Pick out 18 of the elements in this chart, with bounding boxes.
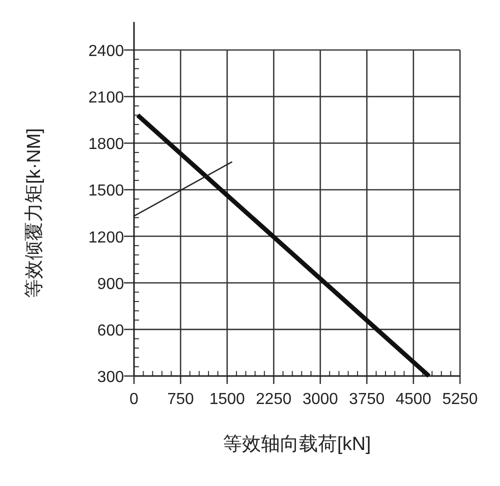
y-tick-label: 2100 [88, 90, 124, 107]
y-axis-title: 等效倾覆力矩[k·NM] [24, 128, 45, 298]
y-tick-label: 2400 [88, 43, 124, 60]
x-tick-label: 1500 [209, 391, 246, 408]
y-tick-label: 1200 [88, 229, 124, 246]
x-tick-label: 2250 [256, 391, 292, 408]
x-axis-title: 等效轴向载荷[kN] [223, 434, 371, 455]
x-tick-label: 4500 [396, 391, 432, 408]
y-tick-label: 1800 [88, 136, 124, 154]
x-tick-label: 750 [167, 391, 194, 408]
y-tick-label: 300 [97, 369, 124, 386]
x-tick-label: 3750 [349, 391, 385, 408]
y-tick-label: 600 [97, 322, 124, 340]
x-tick-label: 3000 [302, 391, 338, 408]
x-tick-label: 5250 [442, 391, 478, 408]
y-tick-label: 1500 [88, 182, 124, 200]
y-tick-label: 900 [97, 276, 124, 293]
x-tick-label: 0 [130, 391, 139, 408]
